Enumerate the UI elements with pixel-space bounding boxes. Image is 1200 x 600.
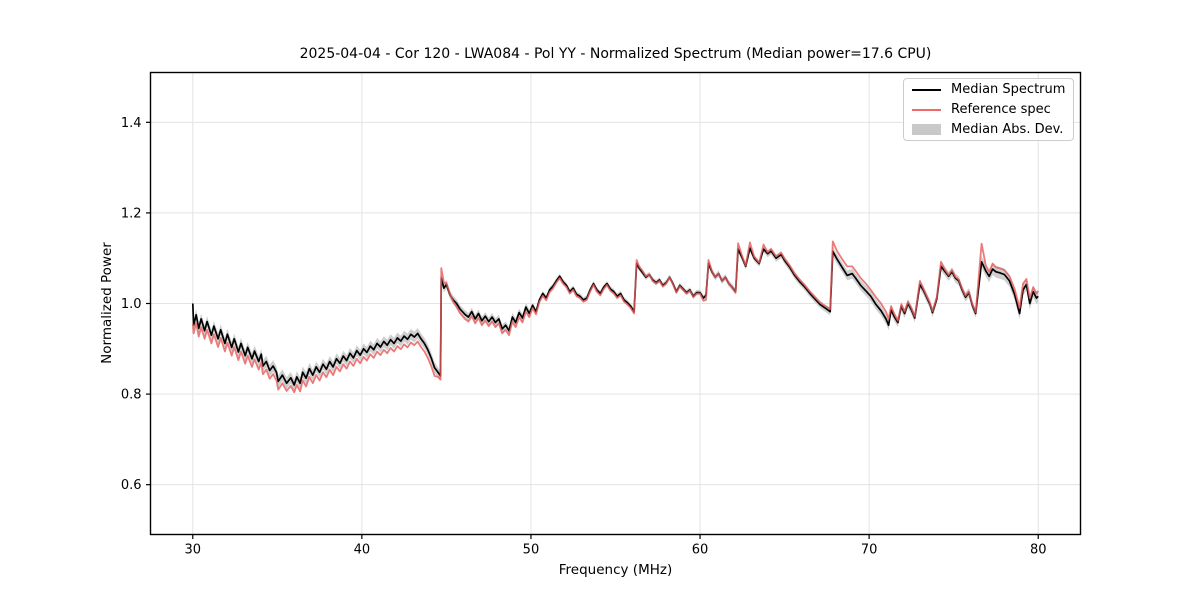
- legend-item-median-spectrum: Median Spectrum: [904, 80, 1073, 100]
- legend-label: Median Spectrum: [951, 82, 1066, 98]
- legend-label: Median Abs. Dev.: [951, 121, 1064, 137]
- x-axis-label: Frequency (MHz): [558, 562, 673, 578]
- y-tick-label: 1.2: [121, 206, 142, 221]
- mad-patch-swatch-icon: [912, 123, 941, 135]
- y-tick-label: 0.6: [121, 478, 142, 493]
- reference-spec-line: [191, 240, 1039, 394]
- x-tick-label: 70: [861, 543, 878, 558]
- legend-label: Reference spec: [951, 102, 1051, 117]
- y-tick-label: 1.0: [121, 297, 142, 312]
- legend: Median Spectrum Reference spec Median Ab…: [903, 78, 1074, 141]
- median-spectrum-line: [191, 247, 1039, 386]
- x-tick-label: 50: [523, 543, 540, 558]
- grid-lines: [150, 72, 1081, 535]
- mad-band: [192, 245, 1039, 391]
- x-tick-label: 80: [1030, 543, 1047, 558]
- legend-item-median-abs-dev: Median Abs. Dev.: [904, 119, 1073, 139]
- y-tick-label: 1.4: [121, 116, 142, 131]
- x-tick-label: 30: [184, 543, 201, 558]
- chart-title: 2025-04-04 - Cor 120 - LWA084 - Pol YY -…: [299, 46, 932, 62]
- x-tick-label: 40: [354, 543, 371, 558]
- reference-line-swatch-icon: [912, 108, 941, 111]
- x-tick-label: 60: [692, 543, 709, 558]
- median-line-swatch-icon: [912, 88, 941, 91]
- legend-item-reference-spec: Reference spec: [904, 100, 1073, 120]
- y-tick-label: 0.8: [121, 388, 142, 403]
